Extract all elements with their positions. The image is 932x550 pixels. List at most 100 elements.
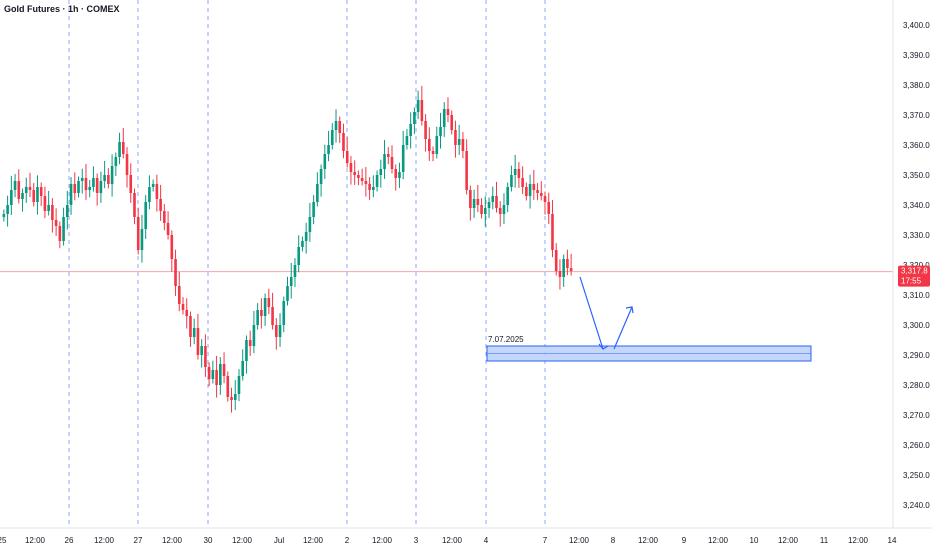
plot-background [0, 0, 893, 528]
y-tick-label: 3,400.0 [903, 21, 930, 30]
candle-body [480, 205, 483, 214]
candle-body [513, 169, 517, 175]
chart-title: Gold Futures · 1h · COMEX [4, 4, 120, 14]
x-tick-label: 4 [484, 536, 489, 545]
candle-body [241, 361, 245, 376]
x-tick-label: 11 [820, 536, 829, 545]
x-tick-label: 12:00 [94, 536, 115, 545]
demand-zone[interactable]: 7.07.2025 [486, 335, 812, 362]
x-tick-label: 12:00 [708, 536, 729, 545]
candle-body [170, 235, 174, 259]
x-tick-label: 25 [0, 536, 7, 545]
candle-body [330, 130, 334, 145]
candle-body [271, 307, 274, 325]
candle-body [454, 130, 457, 145]
candle-body [58, 226, 62, 241]
y-tick-label: 3,350.0 [903, 171, 930, 180]
candle-body [256, 310, 259, 325]
candle-body [398, 172, 401, 178]
y-tick-label: 3,250.0 [903, 471, 930, 480]
x-tick-label: 14 [888, 536, 897, 545]
y-tick-label: 3,330.0 [903, 231, 930, 240]
y-tick-label: 3,380.0 [903, 81, 930, 90]
candle-body [506, 187, 509, 205]
x-tick-label: 2 [345, 536, 350, 545]
current-price-label: 3,317.8 [901, 267, 928, 276]
candle-body [483, 208, 487, 214]
candle-body [260, 310, 263, 316]
candle-body [472, 199, 476, 208]
candle-body [551, 214, 554, 250]
candle-body [282, 301, 286, 325]
candle-body [319, 169, 323, 184]
candle-body [334, 121, 338, 130]
candle-body [177, 286, 181, 304]
candle-body [316, 184, 319, 202]
candle-body [566, 259, 569, 268]
candle-body [155, 184, 159, 199]
candle-body [413, 112, 416, 124]
candle-body [204, 346, 207, 367]
candle-body [517, 169, 521, 178]
candle-body [144, 202, 147, 229]
candle-body [13, 181, 17, 190]
candle-body [379, 169, 383, 175]
candle-body [92, 178, 95, 187]
y-tick-label: 3,370.0 [903, 111, 930, 120]
x-axis[interactable]: 25 12:00 26 12:00 27 12:00 30 12:00 Jul 12:00 2 12:… [0, 536, 897, 545]
x-tick-label: 12:00 [442, 536, 463, 545]
candle-body [521, 178, 524, 187]
candle-body [200, 346, 203, 355]
x-tick-label: 12:00 [303, 536, 324, 545]
candle-body [345, 151, 349, 163]
x-tick-label: 7 [543, 536, 548, 545]
candle-body [297, 247, 301, 265]
zone-date-label: 7.07.2025 [488, 335, 524, 344]
candle-body [215, 370, 218, 385]
candle-body [349, 163, 353, 172]
candle-body [219, 364, 222, 385]
candle-body [230, 397, 233, 400]
candle-body [428, 139, 431, 151]
candle-body [121, 142, 125, 154]
candle-body [386, 154, 390, 157]
candle-body [107, 175, 110, 184]
candle-body [263, 298, 267, 316]
candle-body [189, 316, 192, 337]
y-tick-label: 3,290.0 [903, 351, 930, 360]
candle-body [66, 205, 69, 217]
candle-body [163, 211, 166, 223]
candle-body [495, 196, 498, 208]
candle-body [129, 175, 133, 193]
candle-body [487, 202, 491, 208]
candle-body [293, 265, 297, 277]
x-tick-label: 26 [65, 536, 74, 545]
candle-body [95, 178, 99, 193]
candle-body [39, 187, 43, 196]
x-tick-label: 12:00 [162, 536, 183, 545]
y-axis[interactable]: 3,240.0 3,250.0 3,260.0 3,270.0 3,280.0 3,290… [903, 21, 930, 510]
candle-body [286, 286, 289, 301]
candle-body [207, 367, 211, 379]
candle-body [465, 151, 468, 190]
candle-body [491, 196, 495, 202]
candle-body [301, 241, 304, 247]
price-badge-bg [898, 265, 930, 287]
candle-body [439, 127, 442, 136]
candle-body [525, 187, 528, 196]
candle-body [252, 325, 256, 346]
candle-body [110, 166, 114, 184]
projection-arrows[interactable] [579, 276, 634, 350]
candle-body [47, 205, 50, 211]
y-tick-label: 3,360.0 [903, 141, 930, 150]
x-tick-label: Jul [274, 536, 284, 545]
candle-body [174, 259, 177, 286]
candle-body [69, 184, 73, 205]
candle-body [84, 178, 88, 190]
candle-body [103, 175, 106, 181]
candle-body [390, 157, 394, 169]
candle-body [192, 328, 196, 337]
candle-body [469, 190, 472, 208]
x-tick-label: 12:00 [848, 536, 869, 545]
